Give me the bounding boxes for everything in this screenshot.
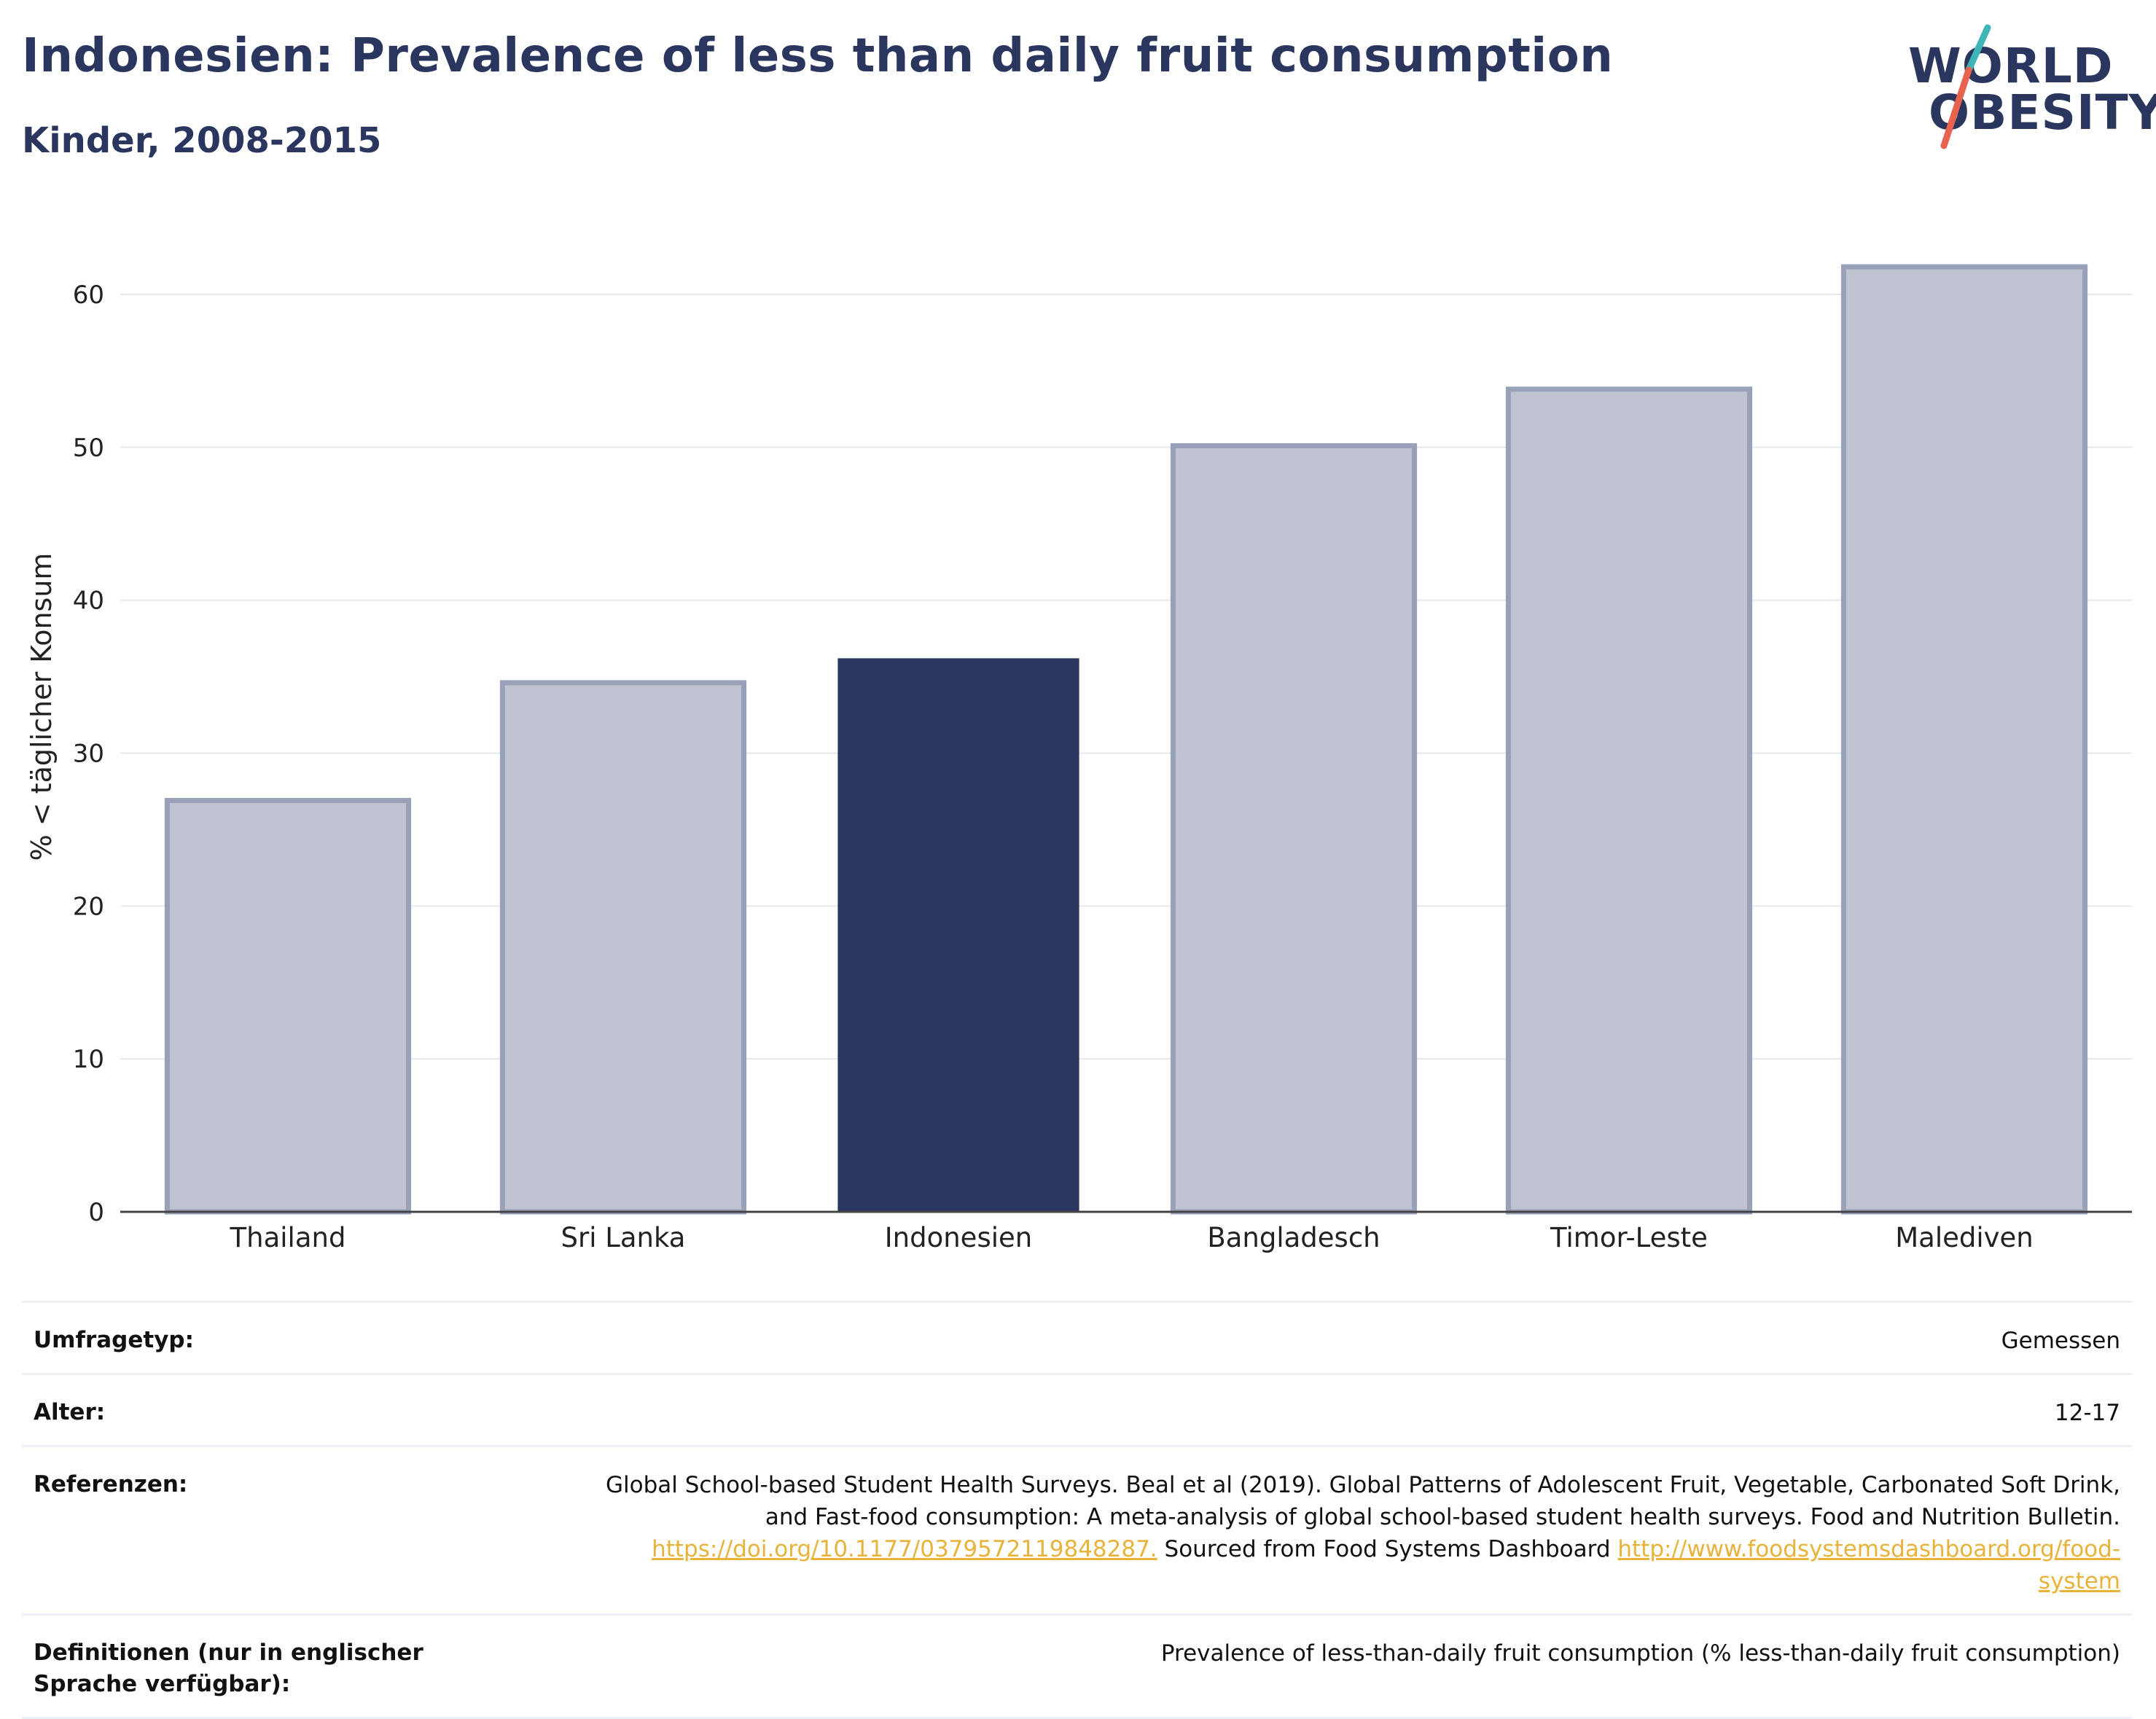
info-row-definitions: Definitionen (nur in englischer Sprache … xyxy=(22,1613,2132,1719)
dashboard-link-cont[interactable]: system xyxy=(2038,1568,2120,1595)
y-tick-label: 0 xyxy=(88,1198,104,1227)
bar-chart: 0 10 20 30 40 50 60 Thailand Sri Lanka Indonesien… xyxy=(26,264,2132,1253)
reference-text: Sourced from Food Systems Dashboard xyxy=(1157,1536,1618,1563)
y-tick-label: 20 xyxy=(73,892,104,921)
info-key: Referenzen: xyxy=(34,1471,188,1498)
reference-text: and Fast-food consumption: A meta-analys… xyxy=(765,1504,2120,1531)
info-row-age: Alter: 12-17 xyxy=(22,1373,2132,1445)
bar-bangladesch xyxy=(1170,443,1418,1215)
y-tick-label: 60 xyxy=(73,281,104,310)
x-tick-label: Indonesien xyxy=(885,1222,1032,1253)
info-value: Prevalence of less-than-daily fruit cons… xyxy=(1160,1640,2120,1667)
y-tick-label: 30 xyxy=(73,739,104,768)
y-tick-label: 10 xyxy=(73,1045,104,1074)
bars xyxy=(164,264,2088,1215)
info-row-survey-type: Umfragetyp: Gemessen xyxy=(22,1301,2132,1373)
bar-timor-leste xyxy=(1505,386,1753,1215)
x-tick-label: Malediven xyxy=(1895,1222,2034,1253)
info-row-references: Referenzen: Global School-based Student … xyxy=(22,1445,2132,1613)
info-value: 12-17 xyxy=(2054,1400,2120,1427)
doi-link[interactable]: https://doi.org/10.1177/0379572119848287… xyxy=(652,1536,1157,1563)
chart-subtitle: Kinder, 2008-2015 xyxy=(22,120,382,161)
x-tick-label: Timor-Leste xyxy=(1550,1222,1708,1253)
y-tick-label: 50 xyxy=(73,434,104,463)
bar-thailand xyxy=(164,798,412,1215)
y-tick-label: 40 xyxy=(73,587,104,616)
x-tick-label: Thailand xyxy=(230,1222,346,1253)
axes: 0 10 20 30 40 50 60 Thailand Sri Lanka Indonesien… xyxy=(73,281,2132,1253)
logo-line-2: OBESITY xyxy=(1929,85,2156,141)
bar-malediven xyxy=(1840,264,2088,1215)
y-axis-label: % < täglicher Konsum xyxy=(26,553,58,861)
x-tick-label: Sri Lanka xyxy=(561,1222,686,1253)
info-value: Gemessen xyxy=(2001,1328,2120,1354)
x-tick-label: Bangladesch xyxy=(1207,1222,1380,1253)
info-key: Umfragetyp: xyxy=(34,1327,194,1353)
bar-sri-lanka xyxy=(499,680,747,1215)
logo-line-1: WORLD xyxy=(1908,38,2114,94)
bar-indonesien xyxy=(837,658,1079,1212)
logo-slash-icon xyxy=(1940,24,1991,149)
dashboard-link[interactable]: http://www.foodsystemsdashboard.org/food… xyxy=(1617,1536,2120,1563)
info-key: Alter: xyxy=(34,1399,106,1426)
world-obesity-logo: WORLD OBESITY xyxy=(1902,22,2156,153)
grid-lines xyxy=(120,293,2132,1060)
chart-title: Indonesien: Prevalence of less than dail… xyxy=(22,29,1614,83)
info-table: Umfragetyp: Gemessen Alter: 12-17 Refere… xyxy=(22,1301,2132,1719)
reference-text: Global School-based Student Health Surve… xyxy=(606,1472,2120,1499)
info-value: Global School-based Student Health Surve… xyxy=(529,1469,2120,1597)
info-key: Definitionen (nur in englischer Sprache … xyxy=(34,1640,423,1698)
